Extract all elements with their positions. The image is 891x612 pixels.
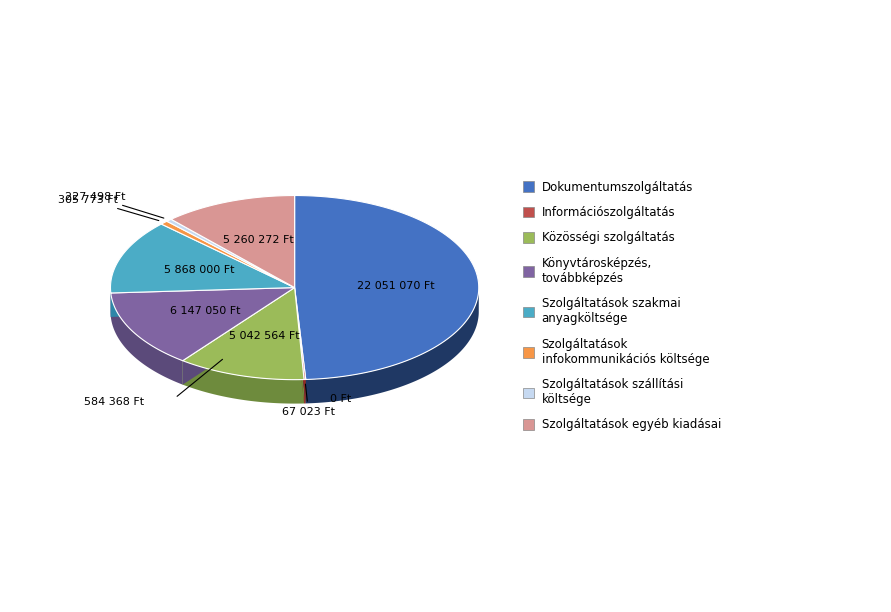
Text: 305 773 Ft: 305 773 Ft xyxy=(59,195,159,220)
Polygon shape xyxy=(304,379,306,403)
Polygon shape xyxy=(295,288,306,379)
Legend: Dokumentumszolgáltatás, Információszolgáltatás, Közösségi szolgáltatás, Könyvtár: Dokumentumszolgáltatás, Információszolgá… xyxy=(523,181,721,431)
Polygon shape xyxy=(295,195,478,379)
Text: 5 260 272 Ft: 5 260 272 Ft xyxy=(223,236,294,245)
Polygon shape xyxy=(183,360,304,403)
Polygon shape xyxy=(183,288,295,384)
Polygon shape xyxy=(167,219,295,288)
Polygon shape xyxy=(295,288,304,403)
Text: 6 147 050 Ft: 6 147 050 Ft xyxy=(170,307,241,316)
Polygon shape xyxy=(110,288,295,317)
Polygon shape xyxy=(110,288,295,317)
Polygon shape xyxy=(183,288,304,379)
Text: 22 051 070 Ft: 22 051 070 Ft xyxy=(357,281,435,291)
Polygon shape xyxy=(110,293,183,384)
Polygon shape xyxy=(295,288,306,403)
Polygon shape xyxy=(171,195,295,288)
Text: 5 868 000 Ft: 5 868 000 Ft xyxy=(164,265,235,275)
Polygon shape xyxy=(295,288,304,403)
Polygon shape xyxy=(110,288,295,360)
Text: 584 368 Ft: 584 368 Ft xyxy=(84,397,143,407)
Polygon shape xyxy=(110,224,295,293)
Text: 67 023 Ft: 67 023 Ft xyxy=(282,384,335,417)
Polygon shape xyxy=(183,288,295,384)
Text: 5 042 564 Ft: 5 042 564 Ft xyxy=(229,331,300,341)
Text: 0 Ft: 0 Ft xyxy=(330,394,351,405)
Polygon shape xyxy=(161,222,295,288)
Polygon shape xyxy=(295,288,306,403)
Text: 227 498 Ft: 227 498 Ft xyxy=(64,192,164,218)
Polygon shape xyxy=(306,288,478,403)
